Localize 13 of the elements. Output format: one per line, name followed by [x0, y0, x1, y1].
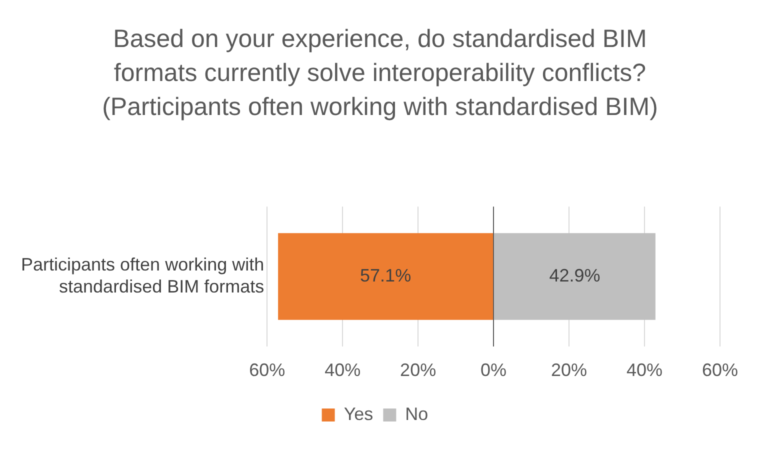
x-tick-label: 40% [626, 360, 663, 380]
data-label: 42.9% [549, 265, 600, 286]
chart-title: Based on your experience, do standardised BIM formats currently solve interoperability conflicts? (Participants often working with standardised BIM) [101, 24, 659, 123]
data-label: 57.1% [360, 265, 412, 286]
legend-label: No [405, 404, 428, 424]
x-tick-label: 60% [249, 360, 286, 380]
x-tick-label: 60% [702, 360, 738, 380]
x-tick-label: 40% [324, 360, 361, 380]
x-tick-label: 0% [480, 360, 507, 380]
y-tick-label: Participants often working with standardised BIM formats [20, 254, 264, 296]
x-tick-label: 20% [551, 360, 588, 380]
legend-label: Yes [344, 404, 374, 424]
x-tick-label: 20% [400, 360, 436, 380]
